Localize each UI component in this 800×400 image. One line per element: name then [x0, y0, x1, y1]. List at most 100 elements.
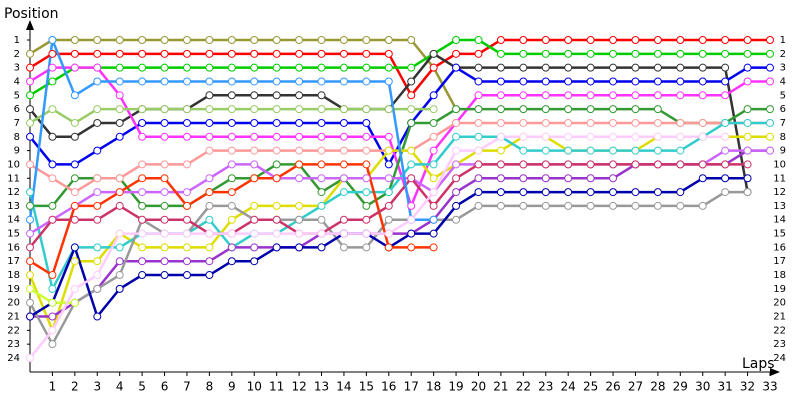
point-marker — [743, 146, 752, 155]
y-tick-label-right: 5 — [780, 90, 786, 101]
point-marker — [766, 132, 774, 141]
point-marker — [407, 91, 416, 100]
point-marker — [519, 91, 528, 100]
point-marker — [115, 118, 124, 127]
y-tick-label: 23 — [7, 339, 20, 350]
point-marker — [407, 63, 416, 72]
y-tick-label: 1 — [14, 35, 20, 46]
point-marker — [384, 188, 393, 197]
point-marker — [362, 49, 371, 58]
point-marker — [766, 105, 774, 114]
y-tick-label: 7 — [14, 118, 20, 129]
point-marker — [317, 229, 326, 238]
y-tick-label: 15 — [7, 229, 20, 240]
point-marker — [295, 160, 304, 169]
point-marker — [609, 174, 618, 183]
point-marker — [115, 284, 124, 293]
y-tick-label: 4 — [14, 76, 20, 87]
point-marker — [452, 146, 461, 155]
point-marker — [407, 105, 416, 114]
point-marker — [70, 160, 79, 169]
point-marker — [541, 77, 550, 86]
point-marker — [115, 63, 124, 72]
point-marker — [586, 105, 595, 114]
point-marker — [227, 77, 236, 86]
point-marker — [227, 49, 236, 58]
point-marker — [384, 77, 393, 86]
point-marker — [429, 188, 438, 197]
point-marker — [227, 229, 236, 238]
point-marker — [295, 229, 304, 238]
point-marker — [384, 146, 393, 155]
point-marker — [317, 105, 326, 114]
point-marker — [407, 174, 416, 183]
point-marker — [429, 105, 438, 114]
point-marker — [93, 63, 102, 72]
y-tick-label-right: 8 — [780, 132, 786, 143]
point-marker — [631, 105, 640, 114]
point-marker — [205, 243, 214, 252]
point-marker — [182, 105, 191, 114]
point-marker — [743, 188, 752, 197]
point-marker — [541, 201, 550, 210]
point-marker — [564, 91, 573, 100]
point-marker — [70, 243, 79, 252]
point-marker — [766, 77, 774, 86]
point-marker — [519, 201, 528, 210]
point-marker — [766, 49, 774, 58]
point-marker — [138, 36, 147, 44]
point-marker — [138, 132, 147, 141]
point-marker — [452, 160, 461, 169]
point-marker — [429, 229, 438, 238]
point-marker — [586, 49, 595, 58]
point-marker — [743, 132, 752, 141]
point-marker — [452, 36, 461, 44]
point-marker — [317, 91, 326, 100]
y-tick-label: 24 — [7, 353, 20, 364]
point-marker — [339, 188, 348, 197]
point-marker — [362, 201, 371, 210]
y-tick-label: 11 — [7, 173, 20, 184]
point-marker — [182, 118, 191, 127]
point-marker — [250, 257, 259, 266]
y-tick-label: 8 — [14, 132, 20, 143]
x-tick-label: 8 — [206, 380, 214, 394]
point-marker — [48, 132, 57, 141]
point-marker — [653, 146, 662, 155]
point-marker — [496, 63, 505, 72]
point-marker — [160, 188, 169, 197]
point-marker — [541, 36, 550, 44]
point-marker — [48, 63, 57, 72]
point-marker — [564, 201, 573, 210]
point-marker — [586, 201, 595, 210]
y-tick-label: 21 — [7, 312, 20, 323]
point-marker — [138, 271, 147, 280]
point-marker — [317, 146, 326, 155]
point-marker — [115, 91, 124, 100]
point-marker — [26, 229, 34, 238]
point-marker — [160, 118, 169, 127]
point-marker — [519, 118, 528, 127]
point-marker — [26, 91, 34, 100]
point-marker — [250, 243, 259, 252]
point-marker — [541, 146, 550, 155]
point-marker — [496, 201, 505, 210]
point-marker — [429, 91, 438, 100]
y-tick-label-right: 21 — [773, 312, 786, 323]
point-marker — [138, 77, 147, 86]
point-marker — [564, 77, 573, 86]
point-marker — [339, 243, 348, 252]
point-marker — [138, 243, 147, 252]
point-marker — [205, 118, 214, 127]
point-marker — [653, 118, 662, 127]
point-marker — [698, 132, 707, 141]
point-marker — [317, 49, 326, 58]
point-marker — [676, 188, 685, 197]
point-marker — [160, 160, 169, 169]
point-marker — [205, 201, 214, 210]
x-tick-label: 29 — [673, 380, 688, 394]
point-marker — [272, 105, 281, 114]
point-marker — [160, 77, 169, 86]
point-marker — [160, 36, 169, 44]
